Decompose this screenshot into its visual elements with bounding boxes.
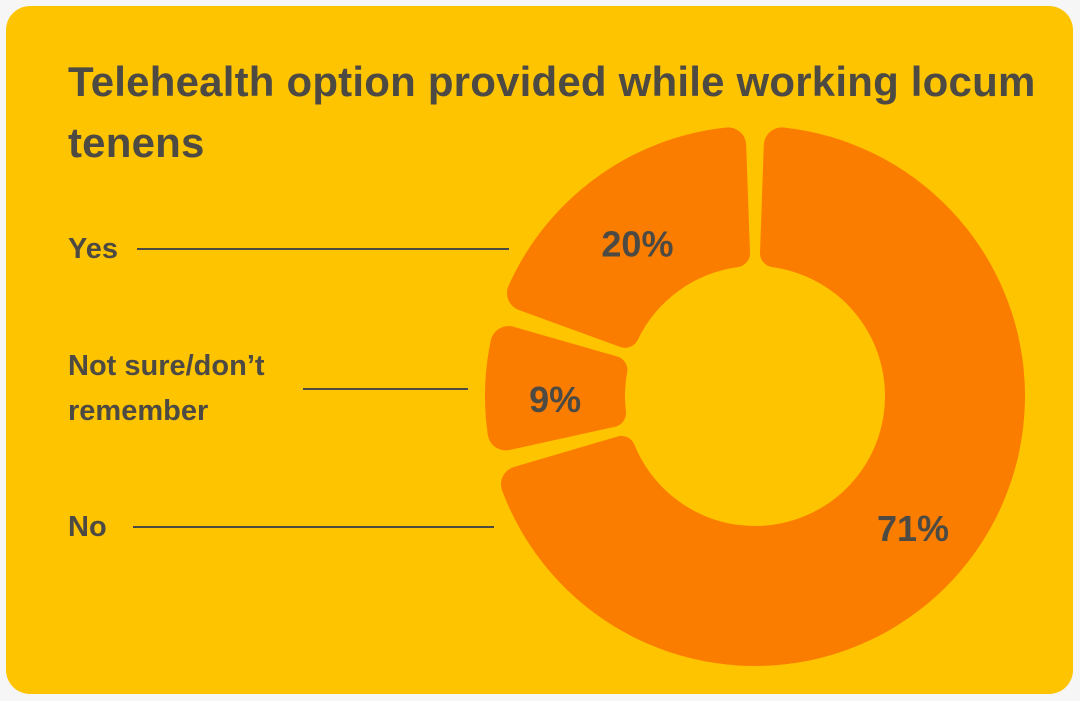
infographic-card: Telehealth option provided while working…	[6, 6, 1073, 694]
donut-segment-not-sure-don-t-remember	[485, 326, 628, 451]
donut-segment-yes	[506, 127, 750, 348]
leader-line-no	[133, 526, 494, 528]
legend-label-not-sure: Not sure/don’t remember	[68, 350, 265, 427]
legend-label-yes: Yes	[68, 233, 118, 265]
legend-label-no: No	[68, 511, 107, 543]
segment-value-label-yes: 20%	[601, 224, 673, 265]
leader-line-not-sure	[303, 388, 468, 390]
segment-value-label-not-sure-don-t-remember: 9%	[529, 379, 581, 420]
donut-segment-no	[500, 127, 1026, 667]
segment-value-label-no: 71%	[877, 508, 949, 549]
chart-title: Telehealth option provided while working…	[68, 58, 1036, 166]
leader-line-yes	[137, 248, 509, 250]
donut-chart: 71% 9% 20%	[485, 127, 1026, 667]
